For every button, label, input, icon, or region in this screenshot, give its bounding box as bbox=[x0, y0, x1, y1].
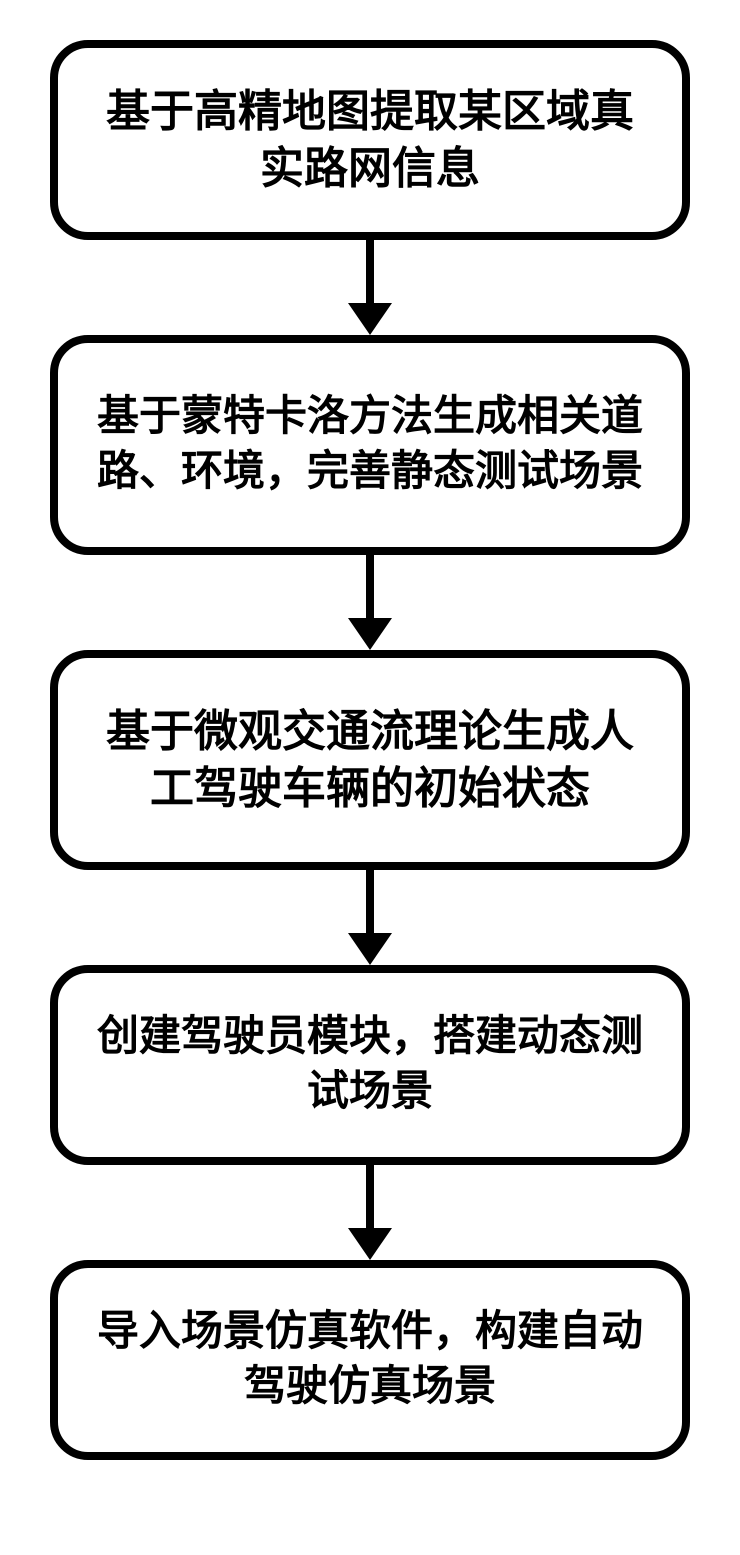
arrow-line bbox=[366, 870, 374, 933]
flowchart-arrow-2 bbox=[348, 555, 392, 650]
flowchart-arrow-1 bbox=[348, 240, 392, 335]
node-label: 基于高精地图提取某区域真实路网信息 bbox=[88, 83, 652, 197]
node-label: 基于微观交通流理论生成人工驾驶车辆的初始状态 bbox=[88, 703, 652, 817]
arrow-line bbox=[366, 1165, 374, 1228]
arrow-head-icon bbox=[348, 618, 392, 650]
arrow-head-icon bbox=[348, 303, 392, 335]
flowchart-container: 基于高精地图提取某区域真实路网信息 基于蒙特卡洛方法生成相关道路、环境，完善静态… bbox=[40, 40, 700, 1460]
flowchart-arrow-3 bbox=[348, 870, 392, 965]
arrow-line bbox=[366, 555, 374, 618]
flowchart-node-2: 基于蒙特卡洛方法生成相关道路、环境，完善静态测试场景 bbox=[50, 335, 690, 555]
arrow-head-icon bbox=[348, 933, 392, 965]
flowchart-node-1: 基于高精地图提取某区域真实路网信息 bbox=[50, 40, 690, 240]
flowchart-node-3: 基于微观交通流理论生成人工驾驶车辆的初始状态 bbox=[50, 650, 690, 870]
flowchart-node-4: 创建驾驶员模块，搭建动态测试场景 bbox=[50, 965, 690, 1165]
node-label: 创建驾驶员模块，搭建动态测试场景 bbox=[88, 1010, 652, 1119]
node-label: 基于蒙特卡洛方法生成相关道路、环境，完善静态测试场景 bbox=[88, 390, 652, 499]
flowchart-arrow-4 bbox=[348, 1165, 392, 1260]
flowchart-node-5: 导入场景仿真软件，构建自动驾驶仿真场景 bbox=[50, 1260, 690, 1460]
arrow-head-icon bbox=[348, 1228, 392, 1260]
arrow-line bbox=[366, 240, 374, 303]
node-label: 导入场景仿真软件，构建自动驾驶仿真场景 bbox=[88, 1305, 652, 1414]
